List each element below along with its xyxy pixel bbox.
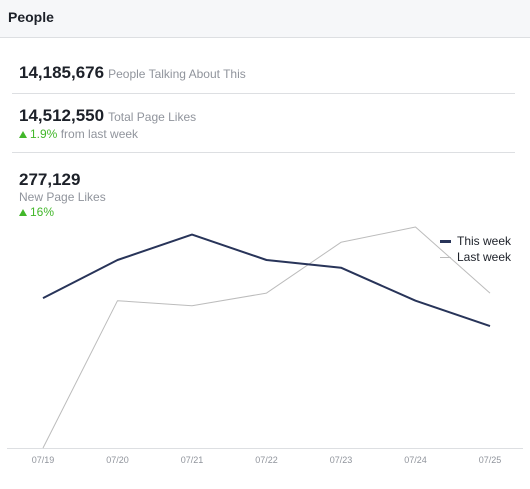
new-likes-value: 277,129 [19,170,81,189]
this-week-swatch [440,240,451,244]
total-likes-label: Total Page Likes [108,110,197,124]
x-tick-label: 07/19 [32,455,55,465]
total-likes-change-suffix: from last week [60,127,139,141]
section-title: People [8,9,54,25]
x-tick-label: 07/24 [404,455,427,465]
series-line-this-week [42,233,491,328]
metric-people-talking: 14,185,676 People Talking About This [19,63,514,83]
metric-new-page-likes: 277,129 New Page Likes 16% [19,170,514,219]
divider [12,93,515,94]
x-tick-label: 07/22 [255,455,278,465]
legend-item-this-week: This week [440,233,511,249]
people-talking-label: People Talking About This [108,67,246,81]
total-likes-value: 14,512,550 [19,106,105,125]
x-tick-label: 07/20 [106,455,129,465]
x-tick-label: 07/25 [479,455,502,465]
up-arrow-icon [19,131,27,138]
new-likes-change-value: 16% [30,205,55,219]
people-talking-value: 14,185,676 [19,63,105,82]
new-likes-change: 16% [19,205,514,219]
metric-total-page-likes: 14,512,550 Total Page Likes 1.9% from las… [19,106,514,141]
chart-legend: This week Last week [440,233,511,265]
up-arrow-icon [19,209,27,216]
new-likes-label: New Page Likes [19,190,106,204]
total-likes-change: 1.9% from last week [19,127,514,141]
x-tick-label: 07/23 [330,455,353,465]
legend-item-last-week: Last week [440,249,511,265]
legend-label-last-week: Last week [457,250,512,264]
x-tick-label: 07/21 [181,455,204,465]
legend-label-this-week: This week [457,234,512,248]
divider [12,152,515,153]
total-likes-change-value: 1.9% [30,127,58,141]
last-week-swatch [440,257,451,259]
section-header: People [0,0,530,38]
